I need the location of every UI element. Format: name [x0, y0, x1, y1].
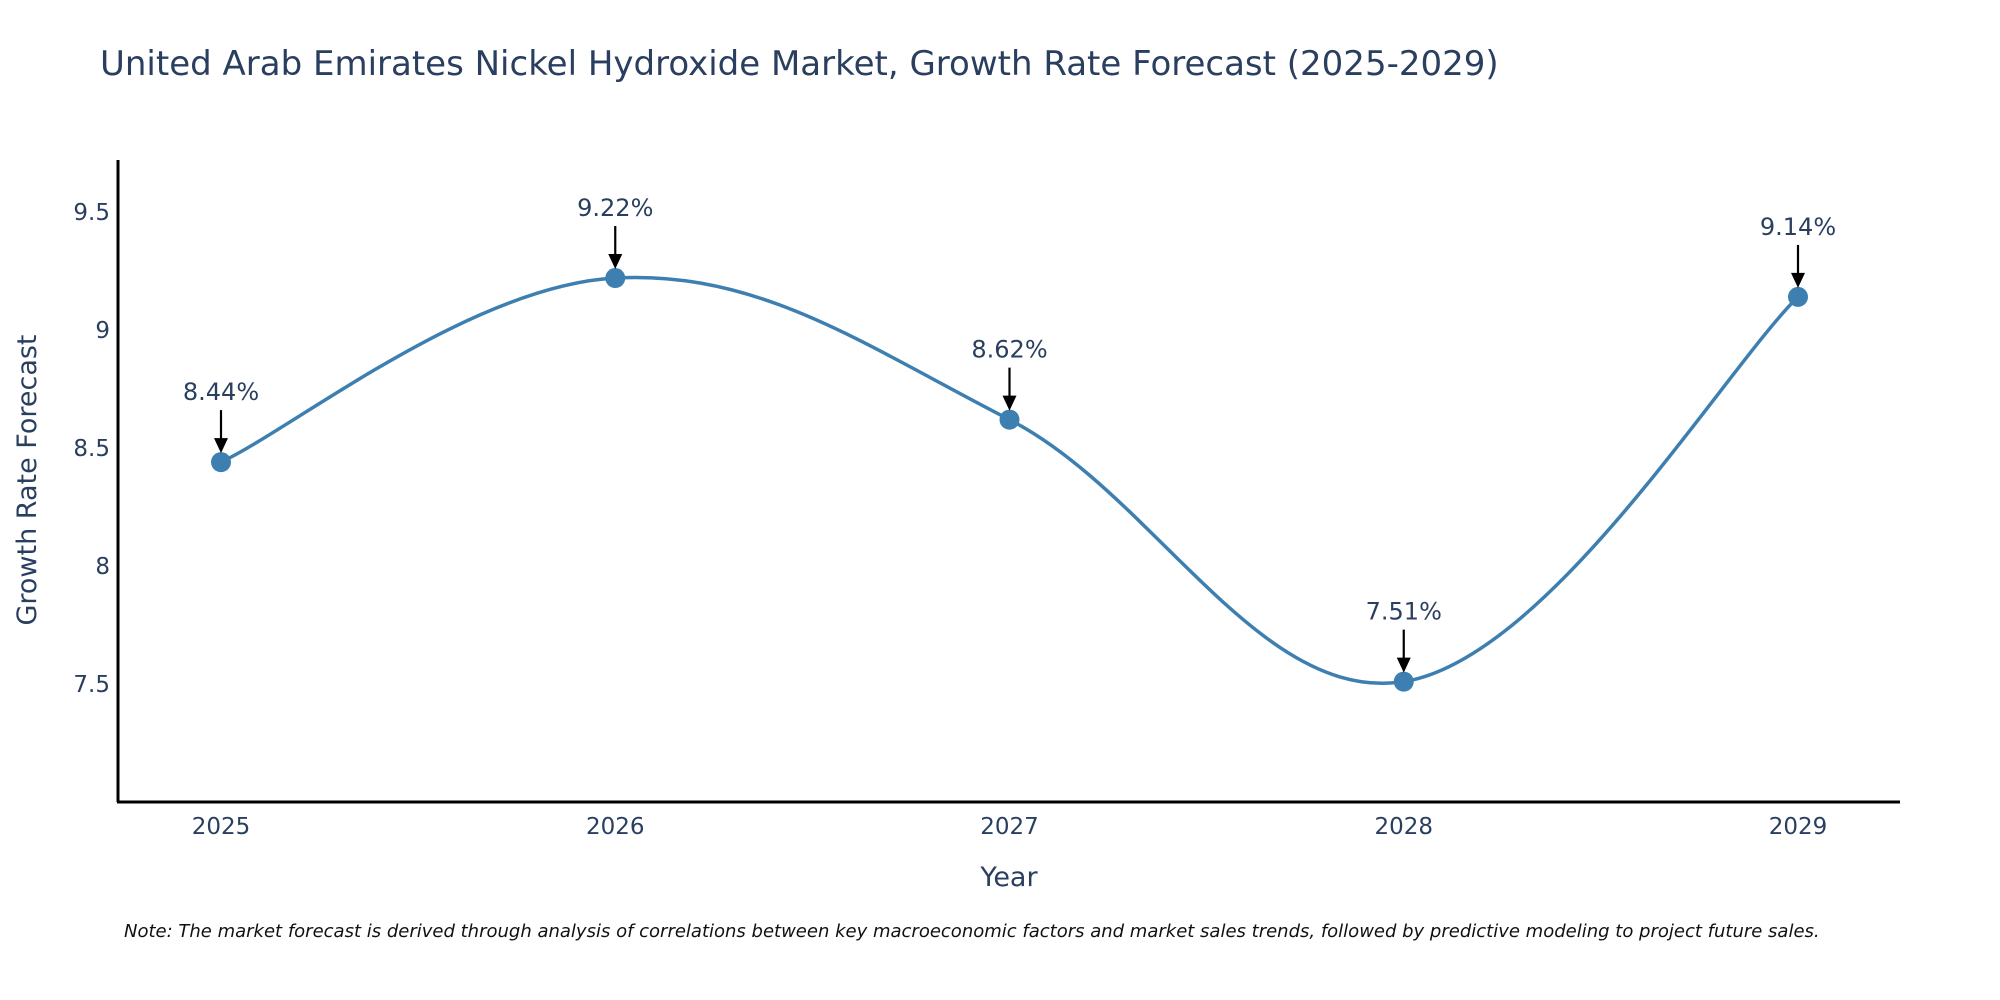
x-tick-label-2026: 2026 [586, 814, 645, 840]
x-tick-label-2028: 2028 [1374, 814, 1433, 840]
data-label-2027: 8.62% [971, 336, 1047, 364]
annotation-arrowhead-2028 [1396, 657, 1411, 673]
footnote: Note: The market forecast is derived thr… [124, 921, 1820, 942]
data-point-2029 [1788, 286, 1808, 307]
annotation-arrowhead-2025 [214, 438, 228, 454]
x-tick-label-2025: 2025 [192, 814, 251, 840]
series-line-growth-rate [220, 275, 1800, 685]
x-tick-label-2029: 2029 [1769, 814, 1828, 840]
data-labels: 8.44% 9.22% 8.62% 7.51% 9.14% [183, 194, 1836, 673]
annotation-arrowhead-2027 [1002, 395, 1017, 411]
x-tick-labels: 2025 2026 2027 2028 2029 [192, 814, 1828, 840]
y-tick-label-8: 8 [95, 554, 110, 580]
data-point-2028 [1393, 671, 1414, 692]
data-label-2029: 9.14% [1760, 213, 1836, 241]
annotation-arrowhead-2029 [1791, 272, 1805, 288]
y-tick-labels: 7.5 8 8.5 9 9.5 [73, 200, 110, 698]
data-markers [211, 268, 1808, 692]
data-label-2026: 9.22% [577, 194, 653, 222]
data-point-2025 [211, 452, 231, 473]
data-point-2026 [605, 268, 626, 289]
y-tick-label-9.5: 9.5 [73, 200, 110, 226]
y-tick-label-7.5: 7.5 [73, 672, 110, 698]
chart-title: United Arab Emirates Nickel Hydroxide Ma… [100, 44, 1499, 84]
y-axis-title: Growth Rate Forecast [12, 334, 43, 625]
data-label-2025: 8.44% [183, 378, 259, 406]
x-tick-label-2027: 2027 [980, 814, 1039, 840]
y-tick-label-8.5: 8.5 [73, 436, 110, 462]
y-tick-label-9: 9 [95, 318, 110, 344]
annotation-arrowhead-2026 [608, 254, 623, 270]
x-axis-title: Year [979, 862, 1038, 893]
data-point-2027 [999, 409, 1020, 430]
data-label-2028: 7.51% [1366, 598, 1442, 626]
